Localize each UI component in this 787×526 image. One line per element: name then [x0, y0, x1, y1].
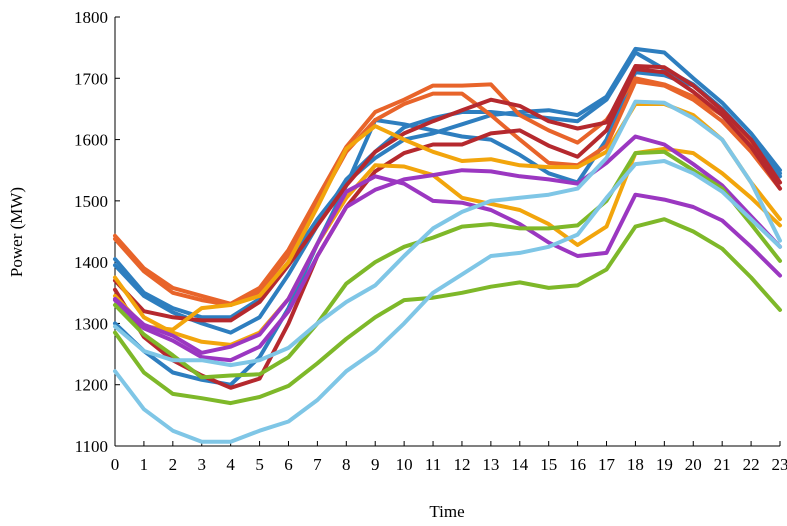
y-tick-label: 1600 — [74, 131, 108, 150]
x-tick-label: 14 — [511, 455, 529, 474]
x-tick-label: 21 — [714, 455, 731, 474]
x-tick-label: 13 — [482, 455, 499, 474]
y-tick-label: 1700 — [74, 69, 108, 88]
series-line-15 — [113, 99, 782, 368]
x-tick-label: 3 — [197, 455, 206, 474]
x-tick-label: 19 — [656, 455, 673, 474]
series-line-13 — [113, 217, 782, 406]
series-line-1 — [113, 46, 782, 320]
x-tick-label: 9 — [371, 455, 380, 474]
x-tick-label: 8 — [342, 455, 351, 474]
x-tick-label: 18 — [627, 455, 644, 474]
series-line-7 — [113, 67, 782, 390]
x-tick-label: 0 — [111, 455, 120, 474]
x-axis: 0 1 2 3 4 5 6 7 8 9 10 11 12 13 14 15 16 17 18 19 20 21 22 23 — [111, 441, 787, 474]
x-tick-label: 15 — [540, 455, 557, 474]
series-line-10 — [113, 174, 782, 355]
y-tick-label: 1800 — [74, 8, 108, 27]
x-tick-label: 1 — [140, 455, 149, 474]
x-tick-label: 20 — [685, 455, 702, 474]
x-tick-label: 11 — [425, 455, 441, 474]
y-tick-label: 1200 — [74, 376, 108, 395]
x-tick-label: 5 — [255, 455, 264, 474]
x-tick-label: 4 — [226, 455, 235, 474]
series-line-14 — [113, 159, 782, 444]
x-tick-label: 10 — [396, 455, 413, 474]
series-lines — [113, 46, 782, 444]
x-tick-label: 12 — [453, 455, 470, 474]
series-line-3 — [113, 70, 782, 387]
y-tick-label: 1100 — [75, 437, 108, 456]
y-tick-label: 1400 — [74, 253, 108, 272]
y-tick-label: 1500 — [74, 192, 108, 211]
series-line-11 — [113, 134, 782, 363]
y-axis-title: Power (MW) — [7, 187, 26, 277]
x-axis-title: Time — [429, 502, 464, 521]
x-tick-label: 7 — [313, 455, 322, 474]
series-line-6 — [113, 64, 782, 323]
series-line-12 — [113, 149, 782, 380]
x-tick-label: 16 — [569, 455, 586, 474]
x-tick-label: 23 — [772, 455, 787, 474]
x-tick-label: 6 — [284, 455, 293, 474]
x-tick-label: 17 — [598, 455, 616, 474]
y-axis: 1100 1200 1300 1400 1500 1600 1700 1800 — [74, 8, 120, 456]
x-tick-label: 2 — [169, 455, 178, 474]
y-tick-label: 1300 — [74, 314, 108, 333]
x-tick-label: 22 — [743, 455, 760, 474]
